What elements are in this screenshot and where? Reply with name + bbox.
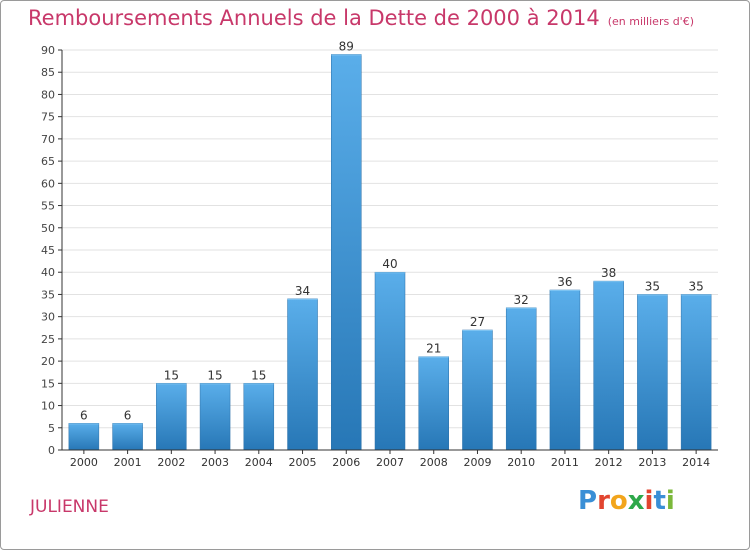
y-tick-label: 50 bbox=[41, 222, 55, 235]
x-tick-label: 2000 bbox=[70, 456, 98, 469]
y-tick-label: 40 bbox=[41, 266, 55, 279]
data-label-2008: 21 bbox=[426, 342, 441, 356]
x-tick-label: 2003 bbox=[201, 456, 229, 469]
logo-letter: i bbox=[644, 486, 654, 516]
x-tick-label: 2005 bbox=[289, 456, 317, 469]
y-tick-label: 10 bbox=[41, 400, 55, 413]
x-tick-label: 2013 bbox=[638, 456, 666, 469]
bar-2001 bbox=[112, 423, 143, 451]
bars bbox=[68, 54, 712, 451]
data-label-2001: 6 bbox=[124, 408, 132, 422]
y-tick-label: 5 bbox=[48, 422, 55, 435]
y-tick-label: 20 bbox=[41, 355, 55, 368]
y-tick-label: 65 bbox=[41, 155, 55, 168]
bar-2013 bbox=[637, 294, 668, 451]
data-label-2007: 40 bbox=[382, 257, 397, 271]
data-label-2013: 35 bbox=[645, 279, 660, 293]
y-tick-label: 30 bbox=[41, 311, 55, 324]
data-label-2009: 27 bbox=[470, 315, 485, 329]
data-label-2000: 6 bbox=[80, 408, 88, 422]
x-tick-label: 2011 bbox=[551, 456, 579, 469]
bar-2006 bbox=[331, 54, 362, 451]
y-tick-label: 85 bbox=[41, 66, 55, 79]
bar-2000 bbox=[68, 423, 100, 451]
x-tick-label: 2010 bbox=[507, 456, 535, 469]
bar-2002 bbox=[156, 383, 187, 451]
bar-2005 bbox=[287, 298, 318, 451]
bar-2008 bbox=[418, 356, 449, 451]
x-tick-label: 2006 bbox=[332, 456, 360, 469]
y-tick-label: 0 bbox=[48, 444, 55, 457]
x-tick-label: 2012 bbox=[595, 456, 623, 469]
x-tick-label: 2001 bbox=[114, 456, 142, 469]
logo-letter: t bbox=[653, 486, 666, 516]
bar-2009 bbox=[462, 329, 493, 451]
title-unit: (en milliers d'€) bbox=[607, 15, 694, 28]
x-tick-label: 2004 bbox=[245, 456, 273, 469]
y-tick-label: 60 bbox=[41, 177, 55, 190]
title-text: Remboursements Annuels de la Dette de 20… bbox=[28, 6, 600, 30]
data-label-2006: 89 bbox=[339, 39, 354, 53]
bar-2014 bbox=[680, 294, 712, 451]
y-tick-label: 15 bbox=[41, 377, 55, 390]
axes bbox=[58, 49, 718, 454]
data-label-2014: 35 bbox=[688, 279, 703, 293]
bar-2011 bbox=[549, 289, 581, 451]
logo-letter: x bbox=[627, 486, 645, 516]
logo-letter: i bbox=[665, 486, 675, 516]
y-tick-label: 25 bbox=[41, 333, 55, 346]
data-label-2004: 15 bbox=[251, 368, 266, 382]
data-label-2010: 32 bbox=[514, 293, 529, 307]
x-tick-label: 2002 bbox=[157, 456, 185, 469]
x-tick-label: 2008 bbox=[420, 456, 448, 469]
bar-2007 bbox=[374, 271, 406, 451]
bar-2003 bbox=[199, 383, 231, 451]
data-label-2002: 15 bbox=[164, 368, 179, 382]
bar-2010 bbox=[505, 307, 537, 451]
data-label-2012: 38 bbox=[601, 266, 616, 280]
data-label-2011: 36 bbox=[557, 275, 572, 289]
labels: 0 5 10 15 20 25 30 35 40 45 50 55 60 65 70 75 80 85 90 6 200… bbox=[41, 39, 710, 469]
logo-letter: P bbox=[578, 486, 598, 516]
commune-name: JULIENNE bbox=[30, 497, 109, 517]
logo-letter: r bbox=[597, 486, 610, 516]
data-label-2005: 34 bbox=[295, 284, 310, 298]
bar-2012 bbox=[593, 280, 624, 451]
x-tick-label: 2009 bbox=[463, 456, 491, 469]
y-tick-label: 80 bbox=[41, 88, 55, 101]
y-tick-label: 45 bbox=[41, 244, 55, 257]
x-tick-label: 2007 bbox=[376, 456, 404, 469]
data-label-2003: 15 bbox=[207, 368, 222, 382]
y-tick-label: 55 bbox=[41, 200, 55, 213]
chart-title: Remboursements Annuels de la Dette de 20… bbox=[28, 6, 694, 30]
proxiti-logo: Proxiti bbox=[578, 486, 675, 516]
logo-letter: o bbox=[609, 486, 628, 516]
y-tick-label: 90 bbox=[41, 44, 55, 57]
bar-2004 bbox=[243, 383, 275, 451]
x-tick-label: 2014 bbox=[682, 456, 710, 469]
y-tick-label: 75 bbox=[41, 111, 55, 124]
y-tick-label: 70 bbox=[41, 133, 55, 146]
y-tick-label: 35 bbox=[41, 288, 55, 301]
